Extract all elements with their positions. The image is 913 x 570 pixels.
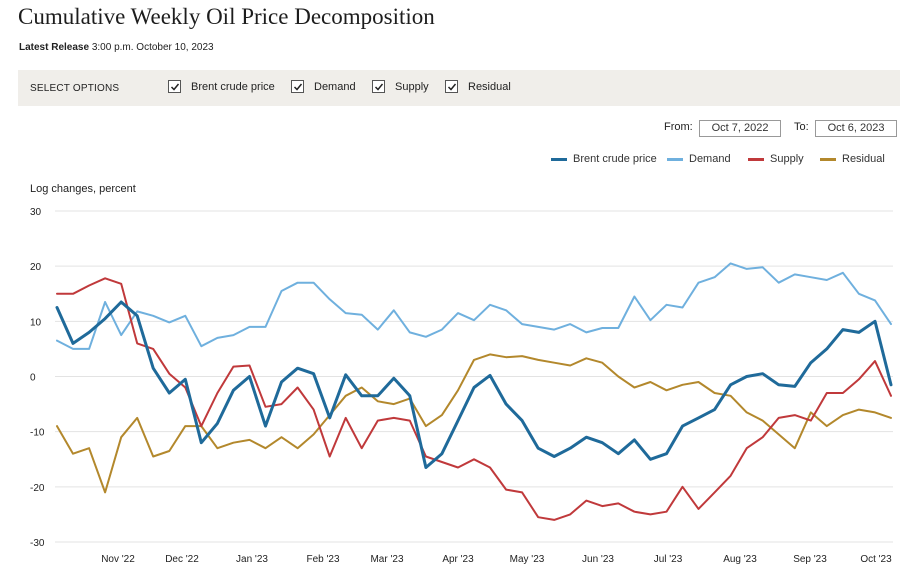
page-title: Cumulative Weekly Oil Price Decompositio… [18,4,435,29]
x-tick-label: Apr '23 [442,554,474,565]
legend-residual-swatch [820,157,836,161]
option-supply[interactable]: Supply [372,80,429,93]
x-tick-label: Jan '23 [236,554,268,565]
y-tick-label: 0 [30,373,36,384]
legend-brent-label: Brent crude price [573,153,657,165]
series-line-supply [56,277,892,521]
demand-checkbox[interactable] [291,80,304,93]
y-tick-label: -10 [30,428,45,439]
y-tick-label: 10 [30,317,42,328]
checkmark-icon [447,83,457,91]
release-label: Latest Release [19,42,90,53]
x-tick-label: Sep '23 [793,554,827,565]
y-tick-label: 30 [30,207,42,218]
x-tick-label: Oct '23 [860,554,892,565]
x-tick-label: Aug '23 [723,554,757,565]
from-label: From: [664,121,693,133]
legend-demand-label: Demand [689,153,731,165]
series-line-demand [56,262,892,350]
x-tick-label: Mar '23 [370,554,403,565]
residual-option-label: Residual [468,80,511,93]
x-tick-label: Feb '23 [306,554,339,565]
legend-supply-swatch [748,157,764,161]
supply-checkbox[interactable] [372,80,385,93]
x-tick-label: Dec '22 [165,554,199,565]
residual-checkbox[interactable] [445,80,458,93]
release-info: Latest Release 3:00 p.m. October 10, 202… [19,42,214,53]
options-label: SELECT OPTIONS [30,83,120,94]
y-tick-label: -30 [30,538,45,549]
brent-option-label: Brent crude price [191,80,275,93]
release-time: 3:00 p.m. October 10, 2023 [91,42,214,53]
x-tick-label: Nov '22 [101,554,135,565]
option-residual[interactable]: Residual [445,80,511,93]
checkmark-icon [170,83,180,91]
x-tick-label: Jun '23 [582,554,614,565]
supply-option-label: Supply [395,80,429,93]
options-bar: SELECT OPTIONS Brent crude price Demand … [18,70,900,106]
y-tick-label: 20 [30,262,42,273]
legend-brent[interactable]: Brent crude price [551,153,657,165]
option-demand[interactable]: Demand [291,80,356,93]
legend-demand-swatch [667,157,683,161]
demand-option-label: Demand [314,80,356,93]
y-axis-label: Log changes, percent [30,183,136,195]
legend-brent-swatch [551,157,567,161]
legend-supply-label: Supply [770,153,804,165]
legend-residual-label: Residual [842,153,885,165]
option-brent[interactable]: Brent crude price [168,80,275,93]
brent-checkbox[interactable] [168,80,181,93]
to-date-input[interactable]: Oct 6, 2023 [815,120,897,137]
x-tick-label: May '23 [510,554,545,565]
legend-demand[interactable]: Demand [667,153,731,165]
x-tick-label: Jul '23 [654,554,683,565]
legend-supply[interactable]: Supply [748,153,804,165]
from-date-input[interactable]: Oct 7, 2022 [699,120,781,137]
to-label: To: [794,121,809,133]
checkmark-icon [374,83,384,91]
y-tick-label: -20 [30,483,45,494]
checkmark-icon [293,83,303,91]
series-line-brent [55,300,893,469]
legend-residual[interactable]: Residual [820,153,885,165]
